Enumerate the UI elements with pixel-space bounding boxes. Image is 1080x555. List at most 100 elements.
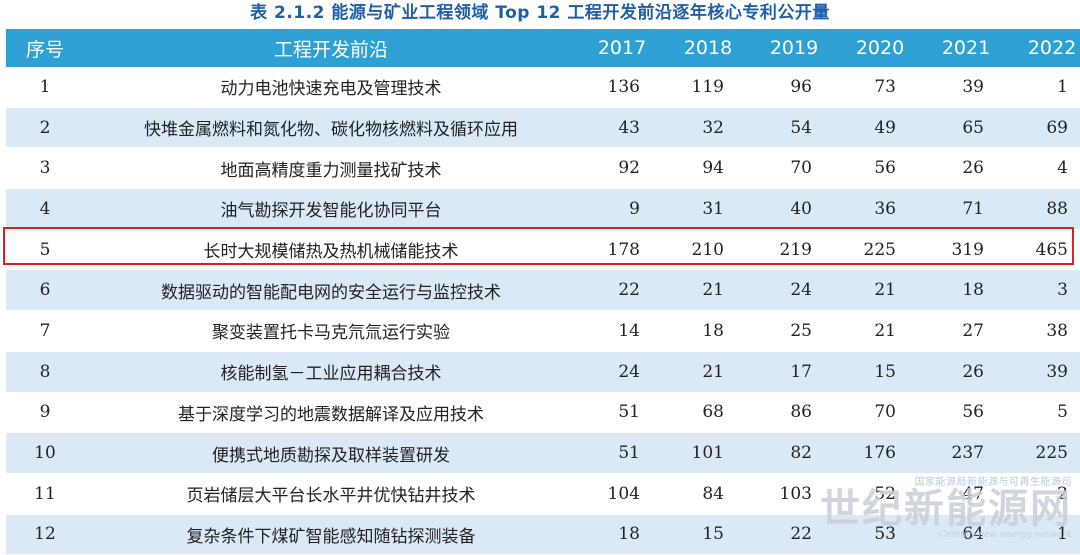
table-caption: 表 2.1.2 能源与矿业工程领域 Top 12 工程开发前沿逐年核心专利公开量	[250, 3, 830, 23]
cell-2018: 68	[666, 392, 750, 434]
cell-2020: 53	[838, 514, 922, 555]
cell-2021: 56	[922, 392, 1010, 434]
cell-2020: 21	[838, 310, 922, 352]
cell-2021: 18	[922, 269, 1010, 312]
header-cell-2017: 2017	[578, 29, 666, 67]
cell-2018: 94	[666, 147, 750, 190]
header-cell-2020: 2020	[838, 29, 922, 67]
cell-index: 4	[6, 188, 84, 230]
cell-index: 8	[6, 351, 84, 393]
cell-2022: 225	[1010, 432, 1080, 474]
cell-2021: 39	[922, 67, 1010, 108]
table-row: 4 油气勘探开发智能化协同平台 9 31 40 36 71 88	[6, 188, 1080, 230]
cell-index: 7	[6, 310, 84, 352]
cell-2018: 119	[666, 67, 750, 108]
cell-index: 1	[6, 67, 84, 108]
header-cell-2022: 2022	[1010, 29, 1080, 67]
cell-2017: 178	[578, 229, 666, 271]
cell-2019: 25	[750, 310, 838, 352]
cell-2022: 1	[1010, 514, 1080, 555]
cell-2022: 3	[1010, 269, 1080, 312]
cell-2018: 15	[666, 514, 750, 555]
cell-2019: 219	[750, 229, 838, 271]
cell-2021: 237	[922, 432, 1010, 474]
cell-frontier: 长时大规模储热及热机械储能技术	[84, 229, 578, 271]
cell-2018: 210	[666, 229, 750, 271]
cell-2019: 82	[750, 432, 838, 474]
table-row: 12 复杂条件下煤矿智能感知随钻探测装备 18 15 22 53 64 1	[6, 514, 1080, 555]
table-row: 9 基于深度学习的地震数据解译及应用技术 51 68 86 70 56 5	[6, 392, 1080, 434]
cell-index: 2	[6, 107, 84, 149]
cell-2019: 22	[750, 514, 838, 555]
cell-2017: 24	[578, 351, 666, 393]
cell-2022: 1	[1010, 67, 1080, 108]
cell-2020: 36	[838, 188, 922, 230]
cell-frontier: 页岩储层大平台长水平井优快钻井技术	[84, 473, 578, 515]
cell-2018: 31	[666, 188, 750, 230]
cell-2018: 21	[666, 351, 750, 393]
cell-2018: 101	[666, 432, 750, 474]
header-cell-frontier: 工程开发前沿	[84, 29, 578, 67]
cell-2020: 73	[838, 67, 922, 108]
cell-2021: 64	[922, 514, 1010, 555]
cell-frontier: 复杂条件下煤矿智能感知随钻探测装备	[84, 514, 578, 555]
table-row: 2 快堆金属燃料和氮化物、碳化物核燃料及循环应用 43 32 54 49 65 69	[6, 107, 1080, 149]
cell-2019: 70	[750, 147, 838, 190]
cell-2020: 176	[838, 432, 922, 474]
cell-2020: 70	[838, 392, 922, 434]
cell-2022: 88	[1010, 188, 1080, 230]
header-cell-index: 序号	[6, 29, 84, 67]
cell-2022: 69	[1010, 107, 1080, 149]
cell-2022: 38	[1010, 310, 1080, 352]
cell-2017: 51	[578, 432, 666, 474]
cell-2017: 22	[578, 269, 666, 312]
patent-table: 序号 工程开发前沿 2017 2018 2019 2020 2021 2022 …	[6, 29, 1080, 555]
table-row: 1 动力电池快速充电及管理技术 136 119 96 73 39 1	[6, 67, 1080, 108]
cell-2018: 18	[666, 310, 750, 352]
cell-2022: 5	[1010, 392, 1080, 434]
table-row: 10 便携式地质勘探及取样装置研发 51 101 82 176 237 225	[6, 432, 1080, 474]
cell-2018: 21	[666, 269, 750, 312]
cell-2019: 103	[750, 473, 838, 515]
cell-2020: 56	[838, 147, 922, 190]
cell-2018: 32	[666, 107, 750, 149]
cell-2021: 26	[922, 147, 1010, 190]
cell-2020: 21	[838, 269, 922, 312]
cell-index: 5	[6, 229, 84, 271]
cell-2019: 40	[750, 188, 838, 230]
cell-2017: 14	[578, 310, 666, 352]
cell-frontier: 聚变装置托卡马克氘氚运行实验	[84, 310, 578, 352]
cell-frontier: 核能制氢－工业应用耦合技术	[84, 351, 578, 393]
cell-index: 3	[6, 147, 84, 190]
cell-2018: 84	[666, 473, 750, 515]
table-row: 7 聚变装置托卡马克氘氚运行实验 14 18 25 21 27 38	[6, 310, 1080, 352]
cell-2020: 52	[838, 473, 922, 515]
table-row: 3 地面高精度重力测量找矿技术 92 94 70 56 26 4	[6, 147, 1080, 190]
cell-index: 10	[6, 432, 84, 474]
cell-2017: 104	[578, 473, 666, 515]
table-header-row: 序号 工程开发前沿 2017 2018 2019 2020 2021 2022	[6, 29, 1080, 67]
cell-2019: 86	[750, 392, 838, 434]
cell-2020: 225	[838, 229, 922, 271]
table-row: 11 页岩储层大平台长水平井优快钻井技术 104 84 103 52 47 2	[6, 473, 1080, 515]
cell-2022: 465	[1010, 229, 1080, 271]
cell-2017: 92	[578, 147, 666, 190]
header-cell-2018: 2018	[666, 29, 750, 67]
cell-2017: 51	[578, 392, 666, 434]
cell-frontier: 便携式地质勘探及取样装置研发	[84, 432, 578, 474]
cell-2017: 18	[578, 514, 666, 555]
cell-index: 11	[6, 473, 84, 515]
table-row: 8 核能制氢－工业应用耦合技术 24 21 17 15 26 39	[6, 351, 1080, 393]
cell-2017: 136	[578, 67, 666, 108]
cell-frontier: 地面高精度重力测量找矿技术	[84, 147, 578, 190]
cell-frontier: 油气勘探开发智能化协同平台	[84, 188, 578, 230]
cell-2020: 15	[838, 351, 922, 393]
cell-2021: 65	[922, 107, 1010, 149]
cell-frontier: 数据驱动的智能配电网的安全运行与监控技术	[84, 269, 578, 312]
cell-index: 6	[6, 269, 84, 312]
cell-2022: 2	[1010, 473, 1080, 515]
header-cell-2019: 2019	[750, 29, 838, 67]
cell-2019: 54	[750, 107, 838, 149]
cell-index: 12	[6, 514, 84, 555]
cell-2019: 96	[750, 67, 838, 108]
